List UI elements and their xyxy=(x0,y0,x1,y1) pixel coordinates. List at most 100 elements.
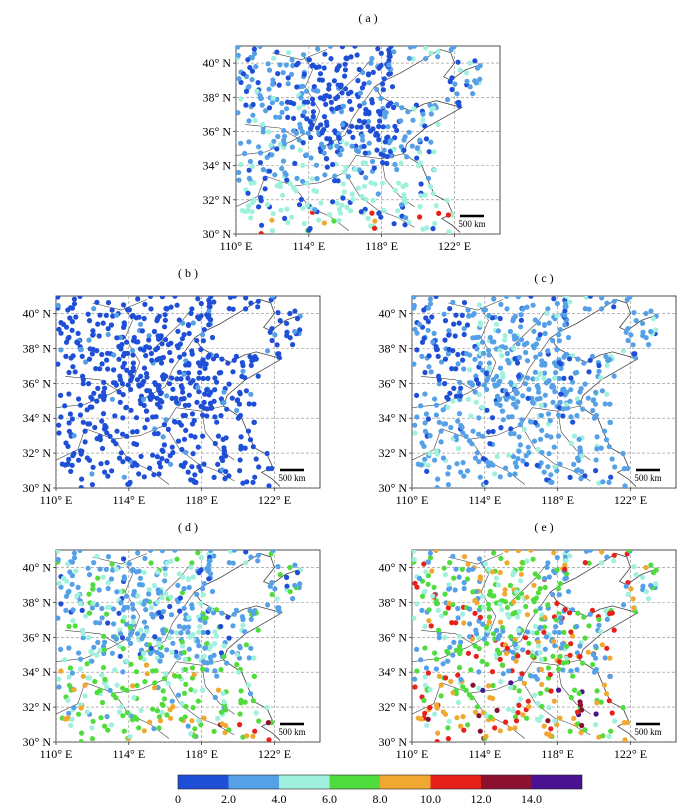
station-point xyxy=(255,552,261,558)
station-point xyxy=(95,321,101,327)
station-point xyxy=(141,365,148,371)
station-point xyxy=(575,356,581,362)
station-point xyxy=(538,656,544,663)
station-point xyxy=(423,136,429,142)
station-point xyxy=(562,576,568,582)
station-point xyxy=(85,311,91,317)
station-point xyxy=(512,471,518,477)
station-point xyxy=(71,687,77,693)
station-point xyxy=(271,55,277,61)
station-point xyxy=(141,347,147,353)
station-point xyxy=(599,306,605,312)
station-point xyxy=(445,658,451,664)
station-point xyxy=(451,575,457,581)
station-point xyxy=(66,623,72,630)
station-point xyxy=(423,665,429,671)
station-point xyxy=(248,616,254,623)
station-point xyxy=(550,337,556,344)
station-point xyxy=(543,634,550,640)
station-point xyxy=(386,101,392,107)
station-point xyxy=(574,667,580,673)
station-point xyxy=(211,398,217,404)
station-point xyxy=(187,634,194,640)
station-point xyxy=(139,328,145,334)
station-point xyxy=(445,404,451,410)
station-point xyxy=(551,296,557,302)
station-point xyxy=(585,395,591,401)
station-point xyxy=(458,639,464,645)
station-point xyxy=(152,380,158,386)
station-point xyxy=(301,220,307,226)
station-point xyxy=(89,351,95,357)
station-point xyxy=(97,433,103,439)
station-point xyxy=(450,652,456,658)
station-point xyxy=(534,376,540,382)
station-point xyxy=(180,574,186,580)
station-point xyxy=(599,296,605,301)
station-point xyxy=(392,135,398,141)
station-point xyxy=(480,593,486,599)
station-point xyxy=(566,356,573,362)
station-point xyxy=(512,725,518,731)
lon-tick-label: 122° E xyxy=(614,747,647,761)
station-point xyxy=(542,360,548,367)
station-point xyxy=(653,327,659,333)
station-point xyxy=(446,328,452,334)
station-point xyxy=(422,682,428,688)
station-point xyxy=(417,137,423,143)
station-point xyxy=(321,150,327,156)
station-point xyxy=(69,670,75,676)
station-point xyxy=(414,584,420,590)
station-point xyxy=(504,350,510,357)
colorbar-segment xyxy=(380,775,431,789)
station-point xyxy=(80,419,86,425)
lon-tick-label: 114° E xyxy=(468,747,501,761)
station-point xyxy=(198,600,204,607)
station-point xyxy=(653,581,659,587)
station-point xyxy=(367,128,374,134)
province-boundary xyxy=(412,556,497,662)
station-point xyxy=(251,673,257,680)
station-point xyxy=(79,353,85,359)
station-point xyxy=(173,395,179,401)
station-point xyxy=(335,65,341,71)
station-point xyxy=(419,607,425,614)
station-point xyxy=(564,550,570,554)
panel-label-d: ( d ) xyxy=(178,520,198,534)
station-point xyxy=(467,367,473,373)
station-point xyxy=(497,656,503,663)
station-point xyxy=(265,61,271,67)
station-point xyxy=(270,77,276,83)
station-point xyxy=(265,602,271,608)
station-point xyxy=(243,306,249,312)
station-point xyxy=(490,428,496,435)
station-point xyxy=(200,629,206,636)
station-point xyxy=(146,333,152,339)
station-point xyxy=(510,708,516,714)
station-point xyxy=(99,351,105,358)
station-point xyxy=(372,181,378,187)
station-point xyxy=(544,731,550,737)
station-point xyxy=(435,353,441,359)
station-point xyxy=(212,629,218,635)
station-point xyxy=(531,582,537,588)
station-point xyxy=(606,733,612,740)
station-point xyxy=(450,46,456,49)
station-point xyxy=(432,711,438,717)
station-point xyxy=(450,398,456,404)
station-point xyxy=(247,65,253,71)
station-point xyxy=(539,703,545,710)
station-point xyxy=(491,339,497,345)
station-point xyxy=(570,673,576,679)
station-point xyxy=(491,593,497,599)
station-point xyxy=(606,444,612,450)
lat-tick-label: 40° N xyxy=(23,306,52,320)
station-point xyxy=(121,474,127,480)
station-point xyxy=(406,129,412,135)
station-point xyxy=(137,321,144,327)
station-point xyxy=(513,464,520,470)
station-point xyxy=(477,474,483,480)
station-point xyxy=(589,353,596,359)
station-point xyxy=(414,601,420,607)
station-point xyxy=(603,608,609,614)
